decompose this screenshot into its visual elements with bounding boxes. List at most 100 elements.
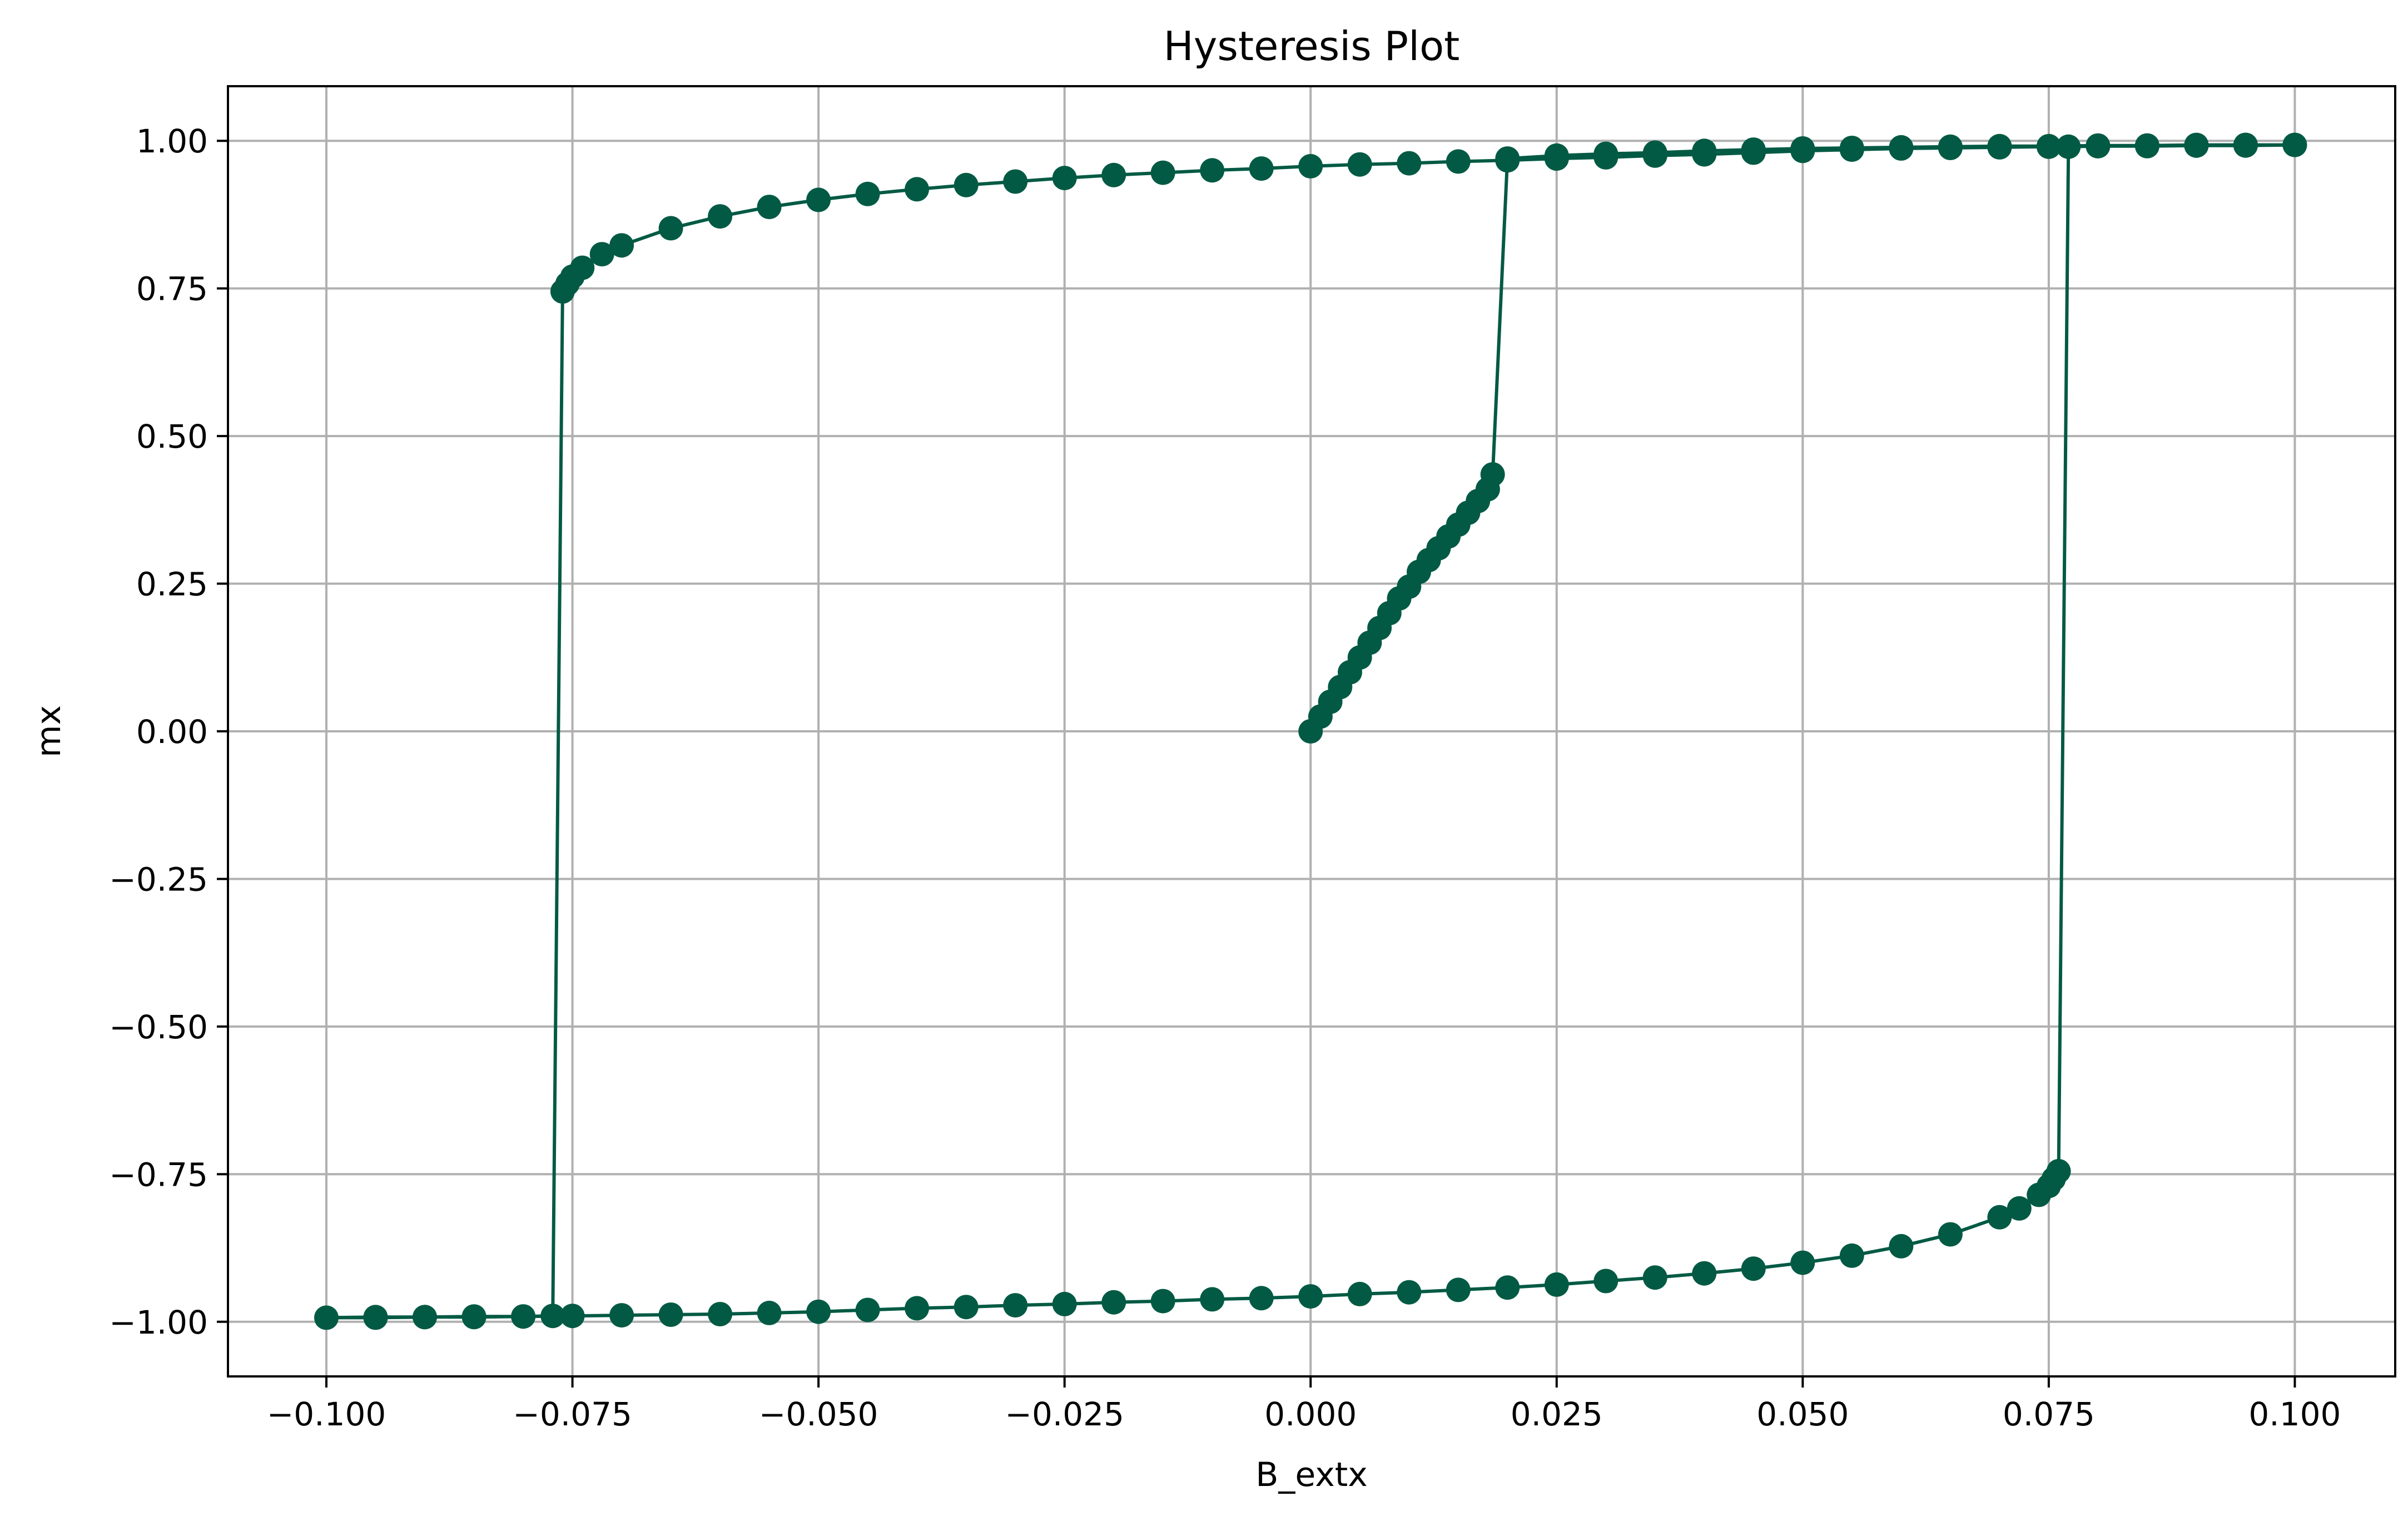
data-point — [2036, 134, 2061, 159]
data-point — [2046, 1159, 2071, 1183]
data-point — [1593, 1269, 1618, 1294]
data-point — [1839, 1243, 1864, 1268]
data-point — [855, 181, 880, 206]
data-point — [1839, 137, 1864, 162]
data-point — [806, 1299, 831, 1324]
data-point — [954, 1295, 979, 1320]
data-point — [2282, 132, 2307, 157]
data-point — [1446, 149, 1471, 174]
x-tick-label: 0.075 — [2003, 1395, 2095, 1433]
data-point — [550, 279, 575, 304]
data-point — [708, 204, 733, 229]
data-point — [708, 1302, 733, 1326]
data-point — [1889, 1233, 1914, 1259]
data-point — [413, 1305, 437, 1330]
data-point — [2134, 133, 2159, 158]
data-point — [1790, 138, 1815, 164]
data-point — [1249, 156, 1274, 181]
y-tick-label: 1.00 — [136, 122, 208, 160]
y-tick-label: −0.50 — [109, 1008, 208, 1046]
x-tick-label: −0.075 — [513, 1395, 632, 1433]
data-point — [1480, 462, 1505, 487]
data-point — [1052, 166, 1077, 191]
data-point — [1938, 136, 1963, 160]
x-axis-label: B_extx — [1255, 1455, 1368, 1494]
data-point — [314, 1305, 339, 1330]
data-point — [1987, 135, 2012, 160]
data-point — [1544, 146, 1569, 171]
data-point — [1741, 140, 1766, 165]
y-tick-label: 0.50 — [136, 418, 208, 455]
data-point — [806, 187, 831, 212]
data-point — [609, 233, 634, 258]
data-point — [1200, 1287, 1225, 1312]
y-tick-label: −1.00 — [109, 1304, 208, 1341]
data-point — [2056, 134, 2081, 159]
data-point — [1642, 1265, 1667, 1290]
y-tick-label: −0.25 — [109, 860, 208, 898]
data-point — [589, 242, 614, 267]
y-tick-label: −0.75 — [109, 1156, 208, 1193]
data-point — [1938, 1222, 1963, 1247]
y-axis-label: mx — [29, 705, 68, 757]
data-point — [1298, 1284, 1323, 1309]
data-point — [1150, 160, 1175, 185]
chart-title: Hysteresis Plot — [1164, 23, 1460, 70]
x-tick-label: 0.100 — [2248, 1395, 2341, 1433]
data-point — [1987, 1205, 2012, 1230]
data-point — [757, 195, 782, 220]
data-point — [1347, 152, 1372, 177]
data-point — [2007, 1196, 2032, 1221]
data-point — [1150, 1289, 1175, 1314]
x-tick-label: −0.050 — [759, 1395, 878, 1433]
x-tick-label: −0.025 — [1005, 1395, 1124, 1433]
data-point — [609, 1303, 634, 1328]
data-point — [757, 1300, 782, 1325]
ticks: −0.100 −0.075 −0.050 −0.025 0.000 0.025 0.050 0… — [109, 122, 2341, 1433]
data-point — [1052, 1291, 1077, 1316]
data-point — [1495, 148, 1520, 173]
data-point — [1692, 1261, 1717, 1286]
data-point — [363, 1305, 388, 1330]
x-tick-label: 0.025 — [1511, 1395, 1603, 1433]
data-point — [540, 1304, 565, 1329]
data-point — [905, 177, 930, 202]
data-point — [1397, 1280, 1422, 1305]
data-point — [1347, 1281, 1372, 1306]
data-point — [1101, 1290, 1126, 1315]
data-point — [905, 1296, 930, 1321]
data-point — [1692, 142, 1717, 167]
data-series — [314, 132, 2307, 1330]
y-tick-label: 0.00 — [136, 713, 208, 751]
data-point — [1298, 153, 1323, 179]
x-tick-label: 0.050 — [1756, 1395, 1849, 1433]
data-point — [1593, 145, 1618, 170]
data-point — [461, 1305, 486, 1330]
data-point — [658, 216, 683, 241]
y-tick-label: 0.75 — [136, 270, 208, 308]
data-point — [1446, 1277, 1471, 1302]
data-point — [1003, 169, 1028, 194]
data-point — [658, 1302, 683, 1327]
x-tick-label: −0.100 — [267, 1395, 386, 1433]
data-point — [855, 1297, 880, 1322]
data-point — [511, 1304, 536, 1329]
data-point — [1741, 1256, 1766, 1281]
y-tick-label: 0.25 — [136, 566, 208, 603]
data-point — [954, 172, 979, 197]
data-point — [2086, 133, 2111, 158]
data-point — [1642, 143, 1667, 168]
data-point — [1249, 1286, 1274, 1311]
data-point — [1200, 158, 1225, 183]
data-point — [2233, 133, 2258, 158]
data-point — [1003, 1293, 1028, 1318]
data-point — [1790, 1250, 1815, 1275]
x-tick-label: 0.000 — [1264, 1395, 1357, 1433]
data-point — [1544, 1272, 1569, 1297]
data-point — [2184, 133, 2209, 158]
data-point — [1397, 151, 1422, 176]
data-point — [1889, 136, 1914, 161]
data-point — [1101, 162, 1126, 187]
data-point — [560, 1304, 585, 1329]
